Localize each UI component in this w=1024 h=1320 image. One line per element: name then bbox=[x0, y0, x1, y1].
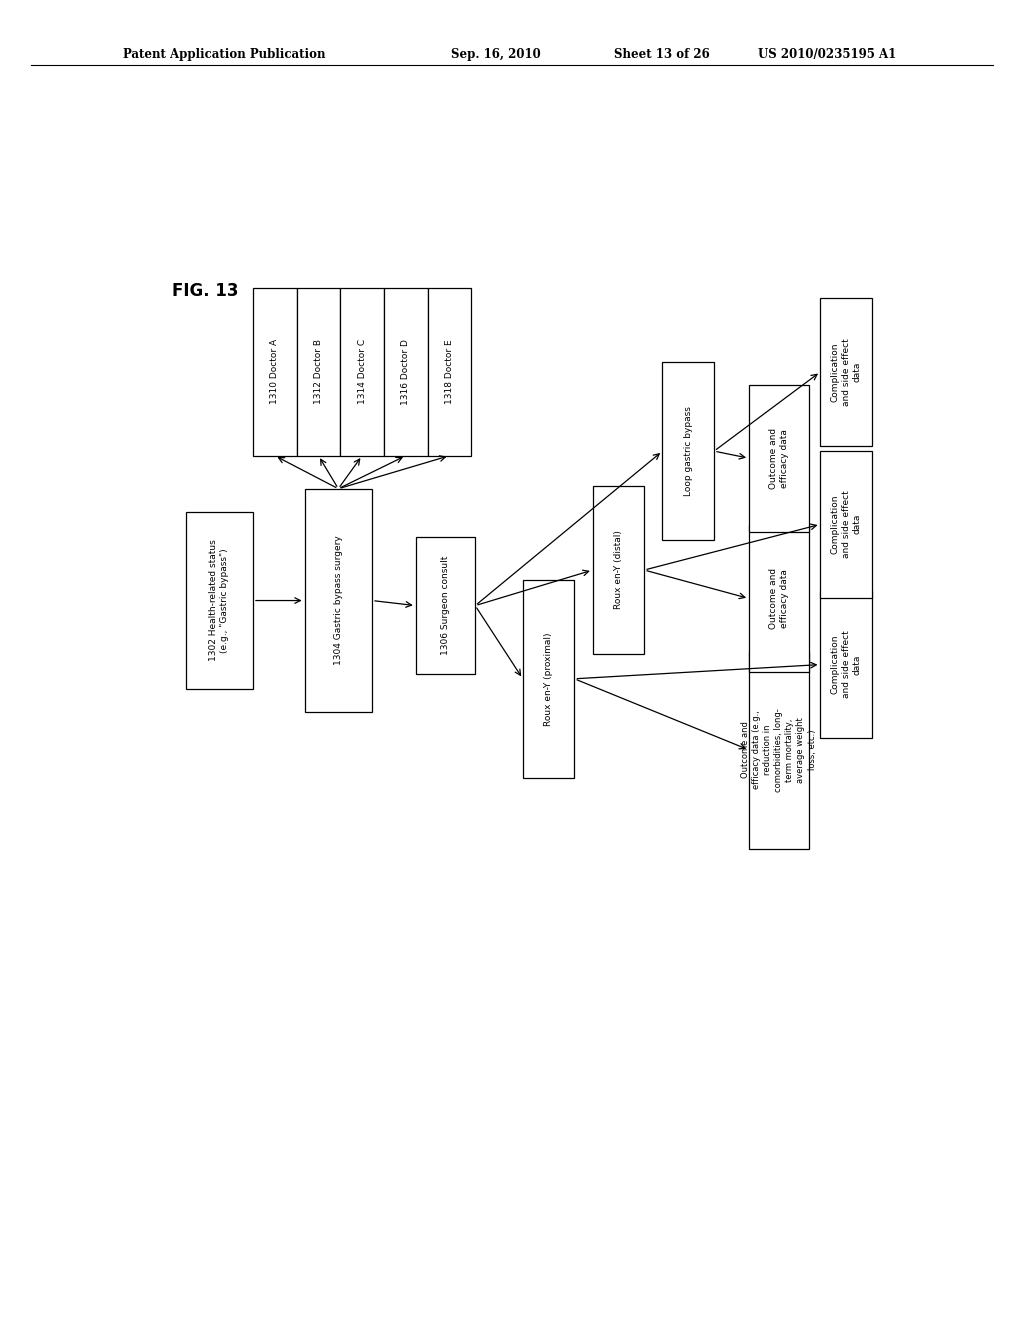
Bar bbox=[253, 288, 297, 455]
Bar bbox=[428, 288, 471, 455]
Text: 1318 Doctor E: 1318 Doctor E bbox=[444, 339, 454, 404]
Bar bbox=[304, 488, 372, 713]
Text: 1314 Doctor C: 1314 Doctor C bbox=[357, 339, 367, 404]
Bar bbox=[820, 591, 872, 738]
Text: Complication
and side effect
data: Complication and side effect data bbox=[830, 631, 862, 698]
Text: Patent Application Publication: Patent Application Publication bbox=[123, 48, 326, 61]
Bar bbox=[749, 525, 809, 672]
Bar bbox=[593, 486, 644, 653]
Text: 1310 Doctor A: 1310 Doctor A bbox=[270, 339, 280, 404]
Text: Complication
and side effect
data: Complication and side effect data bbox=[830, 491, 862, 558]
Text: FIG. 13: FIG. 13 bbox=[172, 281, 239, 300]
Text: US 2010/0235195 A1: US 2010/0235195 A1 bbox=[758, 48, 896, 61]
Text: 1304 Gastric bypass surgery: 1304 Gastric bypass surgery bbox=[334, 536, 343, 665]
Text: Roux en-Y (distal): Roux en-Y (distal) bbox=[614, 531, 623, 610]
Bar bbox=[820, 450, 872, 598]
Text: 1306 Surgeon consult: 1306 Surgeon consult bbox=[441, 556, 450, 655]
Bar bbox=[663, 362, 714, 540]
Text: Sep. 16, 2010: Sep. 16, 2010 bbox=[451, 48, 541, 61]
Bar bbox=[416, 537, 475, 675]
Bar bbox=[523, 579, 574, 777]
Text: 1312 Doctor B: 1312 Doctor B bbox=[314, 339, 323, 404]
Text: Roux en-Y (proximal): Roux en-Y (proximal) bbox=[544, 632, 553, 726]
Bar bbox=[384, 288, 428, 455]
Text: Outcome and
efficacy data: Outcome and efficacy data bbox=[769, 428, 788, 488]
Bar bbox=[749, 651, 809, 849]
Bar bbox=[297, 288, 340, 455]
Text: Sheet 13 of 26: Sheet 13 of 26 bbox=[614, 48, 711, 61]
Text: Outcome and
efficacy data (e.g.,
reduction in
comorbidities, long-
term mortalit: Outcome and efficacy data (e.g., reducti… bbox=[741, 708, 816, 792]
Text: Complication
and side effect
data: Complication and side effect data bbox=[830, 338, 862, 405]
Bar bbox=[185, 512, 253, 689]
Text: Loop gastric bypass: Loop gastric bypass bbox=[684, 407, 693, 496]
Bar bbox=[820, 298, 872, 446]
Text: Outcome and
efficacy data: Outcome and efficacy data bbox=[769, 568, 788, 630]
Bar bbox=[749, 384, 809, 532]
Bar bbox=[340, 288, 384, 455]
Text: 1316 Doctor D: 1316 Doctor D bbox=[401, 339, 411, 405]
Text: 1302 Health-related status
(e.g., "Gastric bypass"): 1302 Health-related status (e.g., "Gastr… bbox=[209, 540, 229, 661]
